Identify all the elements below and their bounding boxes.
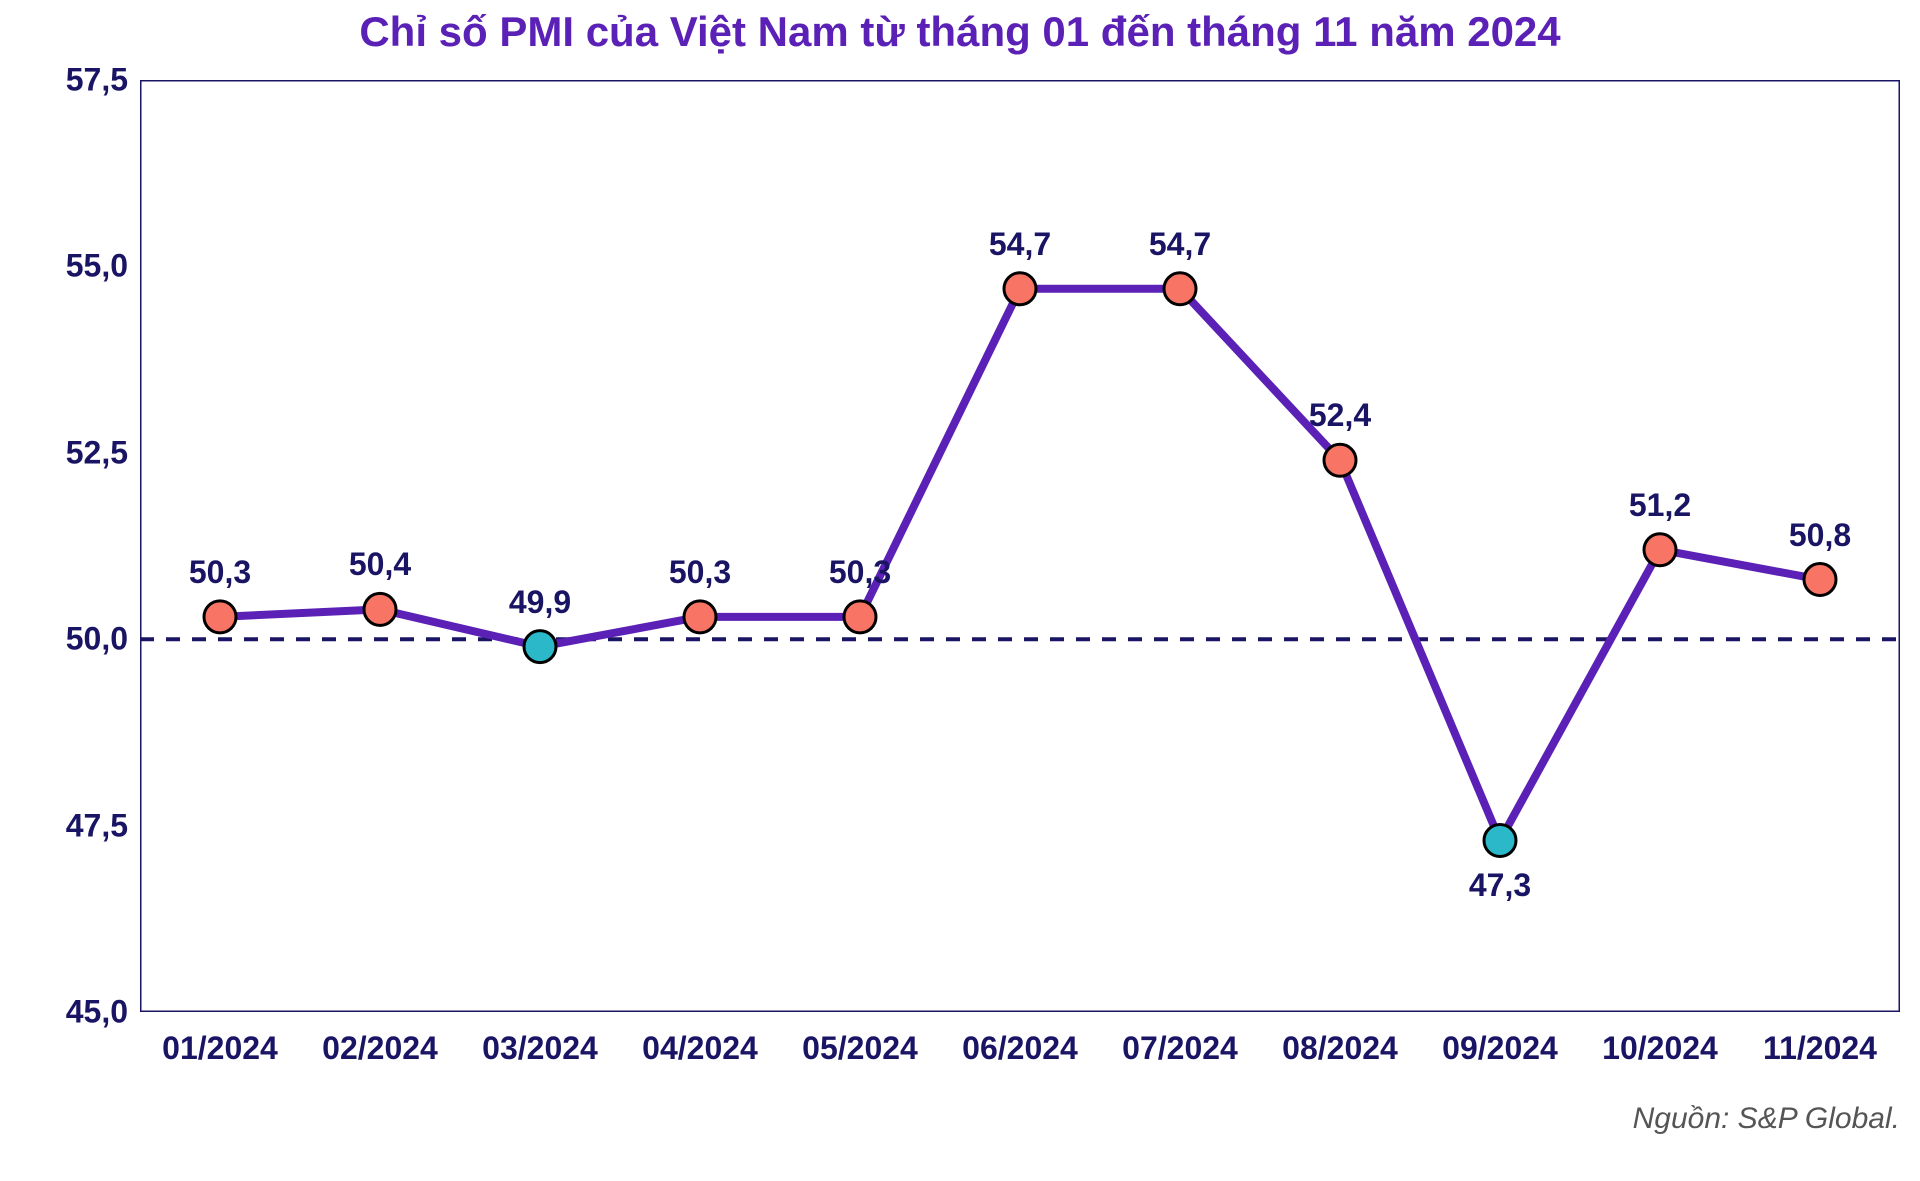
x-tick-label: 03/2024 — [482, 1012, 598, 1067]
data-point-label: 54,7 — [1149, 226, 1211, 263]
x-tick-label: 06/2024 — [962, 1012, 1078, 1067]
x-tick-label: 05/2024 — [802, 1012, 918, 1067]
y-tick-label: 55,0 — [66, 248, 140, 285]
y-tick-label: 47,5 — [66, 807, 140, 844]
data-point-label: 51,2 — [1629, 487, 1691, 524]
plot-area: 45,047,550,052,555,057,501/202402/202403… — [140, 80, 1900, 1012]
x-tick-label: 08/2024 — [1282, 1012, 1398, 1067]
x-tick-label: 07/2024 — [1122, 1012, 1238, 1067]
x-tick-label: 02/2024 — [322, 1012, 438, 1067]
x-tick-label: 04/2024 — [642, 1012, 758, 1067]
data-point-label: 50,8 — [1789, 517, 1851, 554]
y-tick-label: 50,0 — [66, 621, 140, 658]
data-point-label: 50,3 — [189, 554, 251, 591]
chart-title: Chỉ số PMI của Việt Nam từ tháng 01 đến … — [0, 0, 1920, 56]
x-tick-label: 11/2024 — [1763, 1012, 1877, 1067]
source-note: Nguồn: S&P Global. — [1633, 1102, 1900, 1136]
y-tick-label: 45,0 — [66, 994, 140, 1031]
data-point-label: 50,3 — [669, 554, 731, 591]
x-tick-label: 09/2024 — [1442, 1012, 1558, 1067]
data-point-label: 47,3 — [1469, 867, 1531, 904]
data-point-label: 49,9 — [509, 584, 571, 621]
y-tick-label: 52,5 — [66, 434, 140, 471]
x-tick-label: 01/2024 — [162, 1012, 278, 1067]
data-point-label: 50,4 — [349, 546, 411, 583]
y-tick-label: 57,5 — [66, 62, 140, 99]
data-point-label: 54,7 — [989, 226, 1051, 263]
data-point-label: 52,4 — [1309, 397, 1371, 434]
chart-container: { "chart": { "type": "line", "title": "C… — [0, 0, 1920, 1181]
data-point-label: 50,3 — [829, 554, 891, 591]
x-tick-label: 10/2024 — [1602, 1012, 1718, 1067]
